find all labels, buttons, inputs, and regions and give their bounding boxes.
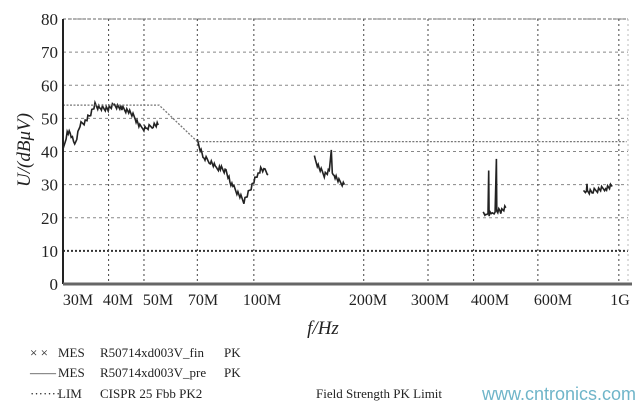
- y-tick-label: 10: [41, 242, 58, 261]
- x-tick-label: 400M: [471, 292, 509, 309]
- measurement-trace: [313, 149, 346, 188]
- x-tick-label: 300M: [411, 292, 449, 309]
- x-axis-label: f/Hz: [307, 318, 339, 339]
- y-tick-label: 60: [41, 76, 58, 95]
- series: [62, 99, 627, 217]
- y-tick-label: 70: [41, 43, 58, 62]
- y-tick-label: 50: [41, 109, 58, 128]
- measurement-trace: [62, 99, 159, 150]
- measurement-trace: [582, 182, 613, 196]
- y-tick-label: 80: [41, 10, 58, 29]
- legend-type: LIM: [58, 386, 82, 401]
- y-tick-label: 20: [41, 209, 58, 228]
- legend-name: CISPR 25 Fbb PK2: [100, 386, 203, 401]
- legend-name: R50714xd003V_fin: [100, 345, 204, 360]
- legend-item-pre: —— MES R50714xd003V_pre PK: [30, 365, 254, 381]
- x-tick-label: 70M: [188, 292, 218, 309]
- legend-type: MES: [58, 345, 85, 360]
- legend-name: R50714xd003V_pre: [100, 365, 207, 380]
- legend-detector: PK: [224, 345, 241, 360]
- legend-item-fin: × × MES R50714xd003V_fin PK: [30, 345, 254, 361]
- y-axis-label: U/(dBμV): [14, 113, 35, 187]
- y-tick-label: 0: [50, 275, 59, 294]
- legend-type: MES: [58, 365, 85, 380]
- x-tick-label: 1G: [610, 292, 630, 309]
- x-tick-label: 30M: [63, 292, 93, 309]
- y-tick-label: 30: [41, 176, 58, 195]
- grid: [63, 18, 629, 284]
- watermark: www.cntronics.com: [482, 384, 637, 404]
- measurement-trace: [482, 158, 507, 217]
- legend-marker: ·······: [30, 386, 61, 401]
- y-tick-label: 40: [41, 143, 58, 162]
- x-tick-label: 200M: [349, 292, 387, 309]
- x-tick-label: 50M: [143, 292, 173, 309]
- limit-line: [63, 104, 627, 143]
- legend-extra: Field Strength PK Limit: [316, 386, 443, 401]
- axes: 0 10 20 30 40 50 60 70 80 30M 40M 50M 70M 100M 200M 300…: [41, 10, 632, 309]
- x-tick-label: 600M: [534, 292, 572, 309]
- x-tick-label: 100M: [243, 292, 281, 309]
- x-tick-label: 40M: [103, 292, 133, 309]
- legend-marker: ——: [30, 365, 56, 380]
- measurement-trace: [196, 138, 269, 204]
- legend-item-lim: ······· LIM CISPR 25 Fbb PK2 Field Stren…: [30, 386, 442, 402]
- legend-detector: PK: [224, 365, 241, 380]
- legend-marker: × ×: [30, 345, 48, 360]
